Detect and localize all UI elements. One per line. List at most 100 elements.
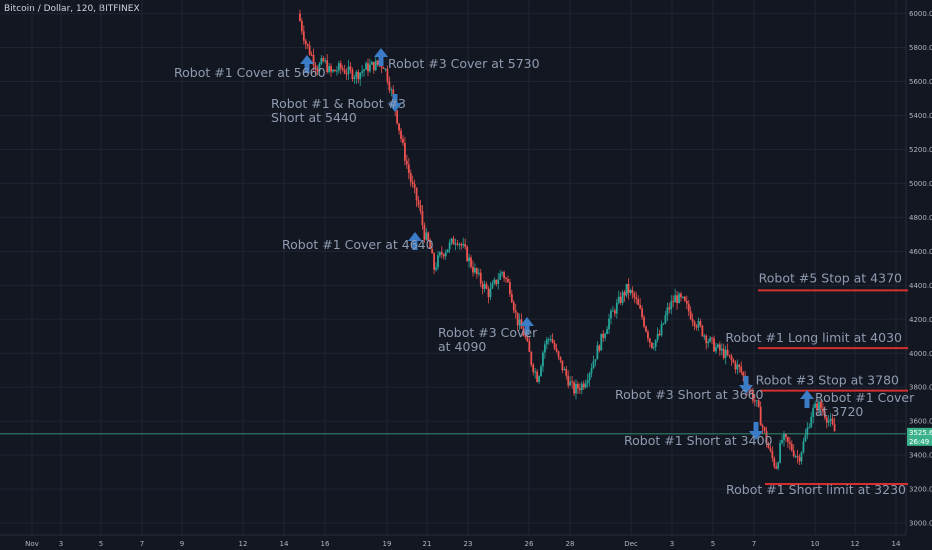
candle-body [584, 383, 587, 388]
candle-body [647, 331, 649, 339]
candle-body [413, 184, 416, 188]
candle-body [306, 43, 309, 46]
candle-body [392, 89, 395, 98]
candle-body [701, 325, 704, 337]
candle-body [715, 347, 717, 352]
candle-body [619, 296, 622, 303]
candle-body [711, 337, 713, 339]
candle-body [565, 368, 568, 376]
candle-body [582, 383, 585, 388]
candle-body [452, 238, 455, 245]
candle-body [431, 248, 434, 254]
candle-body [440, 252, 443, 255]
candle-body [796, 456, 799, 458]
candle-body [639, 304, 642, 309]
arrow-up-icon [800, 390, 814, 408]
annotation-label: Robot #1 & Robot #3 [271, 96, 406, 111]
x-tick-label: 21 [423, 540, 432, 548]
candle-body [829, 418, 832, 421]
arrow-up-icon [408, 232, 422, 250]
chart-title: Bitcoin / Dollar, 120, BITFINEX [4, 4, 140, 14]
candle-body [421, 211, 424, 225]
candle-body [499, 273, 502, 280]
candle-body [475, 268, 478, 274]
candle-body [555, 348, 558, 352]
candle-body [462, 244, 465, 246]
candle-body [361, 71, 364, 73]
candle-body [456, 243, 459, 245]
arrow-up-icon [520, 317, 534, 335]
candle-body [676, 295, 678, 304]
candle-body [693, 321, 696, 327]
arrow-down-icon [388, 94, 402, 112]
candle-body [339, 63, 342, 69]
x-tick-label: 7 [752, 540, 756, 548]
x-tick-label: 14 [280, 540, 289, 548]
y-tick-label: 5800.0 [909, 44, 932, 52]
x-tick-label: 3 [59, 540, 63, 548]
candle-body [479, 272, 482, 284]
candle-body [709, 337, 712, 342]
candle-body [825, 417, 828, 423]
annotation-label: Short at 5440 [271, 110, 357, 125]
candle-body [489, 288, 492, 298]
candle-body [411, 181, 414, 185]
candle-body [627, 283, 630, 293]
candle-body [404, 143, 406, 161]
candle-body [390, 89, 393, 91]
candle-body [557, 351, 560, 357]
candle-body [567, 375, 570, 386]
candle-body [549, 339, 552, 341]
candle-body [610, 310, 612, 319]
candle-body [818, 401, 820, 411]
candle-body [427, 232, 430, 241]
candle-body [571, 381, 574, 383]
candle-body [588, 373, 591, 381]
candle-body [384, 68, 387, 70]
candle-body [578, 388, 581, 391]
candle-body [380, 64, 383, 68]
candle-body [365, 63, 367, 70]
candle-body [621, 292, 624, 303]
candle-body [372, 61, 375, 71]
candle-body [763, 427, 766, 431]
candle-body [405, 160, 408, 165]
candle-body [507, 279, 509, 283]
annotation-label: Robot #1 Cover at 5660 [174, 65, 326, 80]
candle-body [386, 68, 389, 82]
candle-body [804, 435, 807, 442]
candle-body [561, 360, 564, 371]
y-tick-label: 4400.0 [909, 282, 932, 290]
candle-body [505, 278, 507, 280]
candle-body [625, 283, 628, 296]
candle-body [831, 418, 834, 425]
candle-body [458, 243, 461, 245]
candle-body [312, 54, 315, 66]
candle-body [608, 318, 610, 330]
candle-body [812, 407, 815, 417]
candle-body [415, 187, 418, 201]
candle-body [612, 310, 614, 312]
arrow-up-icon [300, 55, 314, 73]
candle-body [788, 441, 791, 444]
level-label: Robot #1 Short limit at 3230 [726, 482, 906, 497]
level-label: Robot #3 Stop at 3780 [756, 373, 899, 388]
candle-body [660, 324, 663, 336]
candle-body [337, 63, 340, 71]
candle-body [374, 60, 377, 71]
candle-body [322, 58, 325, 62]
candle-body [503, 272, 505, 279]
candle-body [668, 307, 671, 310]
candle-body [738, 364, 741, 367]
candle-body [691, 319, 694, 322]
candle-body [734, 362, 737, 370]
candle-body [450, 238, 453, 243]
candle-body [439, 252, 441, 256]
candle-body [376, 60, 379, 65]
candle-body [435, 267, 437, 270]
candle-body [635, 297, 638, 300]
candle-body [470, 257, 472, 267]
candle-body [460, 243, 463, 246]
x-tick-label: 23 [464, 540, 473, 548]
